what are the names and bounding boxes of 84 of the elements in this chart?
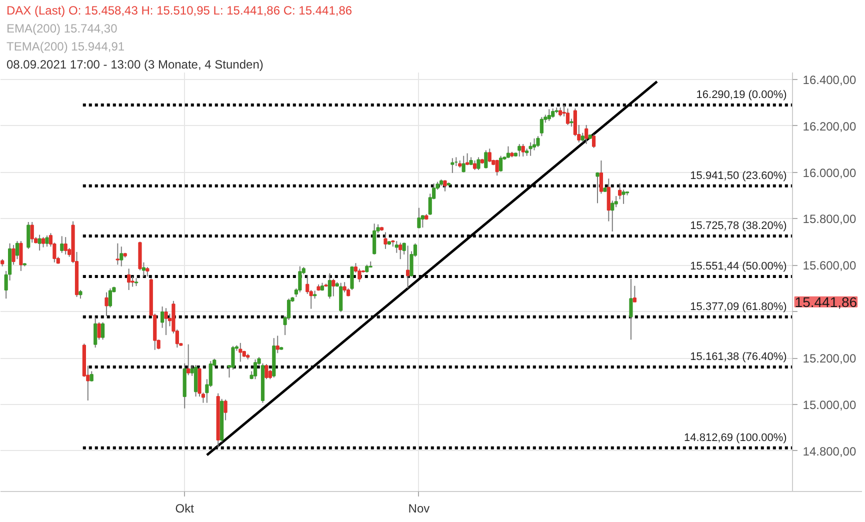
candlestick: [146, 266, 150, 278]
candlestick: [551, 108, 555, 118]
candlestick: [406, 245, 410, 289]
candlestick: [394, 240, 398, 254]
candlestick: [12, 244, 16, 266]
ref-line-label: 15.941,50 (23.60%): [690, 170, 787, 182]
candlestick: [506, 146, 510, 159]
candlestick: [276, 335, 280, 354]
candlestick: [342, 282, 346, 293]
candlestick: [164, 308, 168, 336]
candlestick: [238, 342, 242, 362]
candlestick: [372, 223, 376, 255]
candlestick: [328, 272, 332, 300]
candlestick: [495, 159, 499, 176]
candlestick: [618, 182, 622, 200]
candlestick: [41, 236, 46, 248]
y-tick-label: 15.000,00: [802, 398, 856, 412]
candlestick: [498, 155, 503, 172]
candlestick: [566, 108, 570, 126]
candlestick: [127, 268, 131, 291]
ref-line-label: 16.290,19 (0.00%): [696, 88, 787, 101]
candlestick: [629, 278, 633, 340]
candlestick: [596, 172, 600, 204]
candlestick: [100, 322, 105, 340]
candlestick: [450, 158, 454, 174]
candlestick: [116, 242, 120, 266]
candlestick: [45, 234, 49, 248]
chart-title: DAX (Last) O: 15.458,43 H: 15.510,95 L: 15.441,86 C: 15.441,86: [6, 4, 352, 18]
y-tick-label: 15.800,00: [802, 212, 856, 226]
candlestick: [518, 143, 522, 158]
candlestick: [60, 236, 64, 254]
ref-line-label: 14.812,69 (100.00%): [684, 432, 787, 444]
candlestick: [592, 134, 596, 148]
y-tick-label: 14.800,00: [802, 444, 856, 458]
candlestick: [264, 364, 268, 380]
candlestick: [97, 322, 101, 340]
y-tick-label: 16.200,00: [802, 119, 856, 134]
ref-line-label: 15.551,44 (50.00%): [690, 260, 787, 272]
candlestick: [528, 142, 532, 156]
candlestick: [332, 278, 336, 297]
candlestick: [224, 399, 228, 421]
candlestick: [536, 136, 540, 148]
candlestick: [610, 200, 614, 232]
candlestick: [384, 232, 388, 250]
candlestick: [231, 345, 235, 370]
candlestick: [484, 150, 488, 169]
candlestick: [476, 156, 480, 170]
candlestick: [30, 221, 34, 244]
candlestick: [298, 266, 302, 293]
text: 08.09.2021 17:00 - 13:00 (3 Monate, 4 Stunden): [6, 58, 264, 72]
y-tick-label: 16.400,00: [802, 72, 856, 87]
candlestick: [120, 246, 124, 267]
candlestick: [130, 276, 134, 288]
y-tick-label: 15.200,00: [802, 352, 856, 366]
ref-line-label: 15.725,78 (38.20%): [690, 220, 787, 232]
candlestick: [339, 282, 343, 313]
candlestick: [26, 221, 30, 250]
x-tick-label: Nov: [408, 502, 430, 516]
text: TEMA(200) 15.944,91: [6, 40, 125, 54]
candlestick: [398, 242, 402, 260]
candlestick: [417, 207, 421, 229]
candlestick: [472, 160, 477, 170]
y-tick-label: 15.600,00: [802, 258, 856, 273]
candlestick: [38, 234, 42, 252]
candlestick: [186, 344, 190, 376]
candlestick: [488, 148, 492, 163]
candlestick: [94, 317, 98, 348]
x-tick-label: Okt: [175, 502, 195, 516]
candlestick: [547, 108, 551, 122]
text: EMA(200) 15.744,30: [6, 22, 118, 36]
candlestick: [521, 143, 525, 158]
candlestick: [104, 292, 108, 317]
ref-line-label: 15.161,38 (76.40%): [690, 350, 787, 363]
candlestick: [462, 155, 466, 173]
candlestick: [584, 124, 588, 144]
candlestick: [64, 236, 68, 255]
candlestick: [540, 116, 544, 137]
ref-line-label: 15.377,09 (61.80%): [690, 300, 787, 313]
candlestick: [253, 358, 258, 380]
y-tick-label: 16.000,00: [802, 166, 856, 180]
candlestick: [19, 240, 23, 272]
candlestick: [443, 180, 447, 192]
candlestick: [622, 189, 626, 204]
text: 15.441,86: [794, 294, 858, 310]
